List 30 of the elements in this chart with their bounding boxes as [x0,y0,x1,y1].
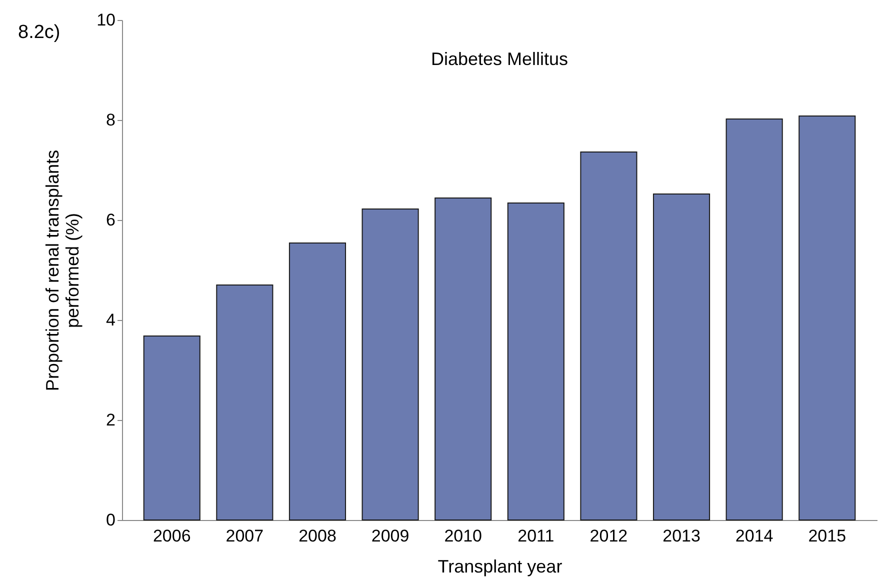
bar [434,198,492,520]
y-tick-label: 0 [106,510,116,530]
x-tick-label: 2014 [735,526,774,546]
bar [798,116,856,520]
x-tick-label: 2009 [371,526,410,546]
y-tick-label: 2 [106,410,116,430]
bar [507,202,564,520]
bar [362,208,419,520]
x-tick-label: 2008 [298,526,336,546]
bar [580,152,638,520]
bar [288,242,346,520]
bar [216,284,274,520]
y-tick-label: 8 [106,110,116,130]
y-tick-label: 10 [96,10,116,30]
x-tick-label: 2015 [808,526,846,546]
x-tick-label: 2013 [662,526,700,546]
text: 8.2c) [18,22,60,43]
bar [726,118,783,520]
text: Diabetes Mellitus [430,49,568,69]
y-tick-label: 6 [106,210,116,230]
x-tick-label: 2012 [590,526,628,546]
y-tick-label: 4 [106,310,116,330]
bar [652,194,710,520]
x-tick-label: 2007 [226,526,264,546]
x-axis-title: Transplant year [438,556,562,576]
bar [143,336,200,520]
x-tick-label: 2011 [518,526,554,546]
x-tick-label: 2010 [444,526,482,546]
y-axis-title: Proportion of renal transplants performed (%) [42,150,83,392]
x-tick-label: 2006 [152,526,191,546]
